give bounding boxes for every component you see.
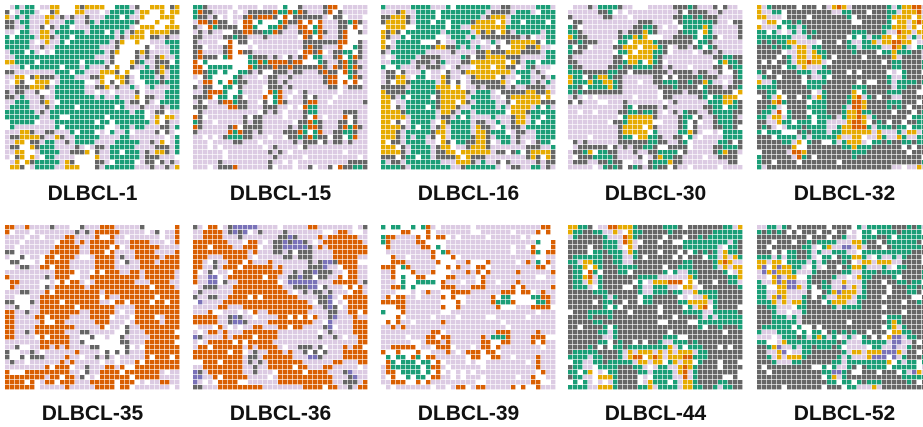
tissue-map [5, 5, 179, 169]
panel-label: DLBCL-39 [418, 402, 520, 425]
panel-label: DLBCL-36 [230, 402, 332, 425]
cell-cluster [381, 225, 555, 389]
panel-label: DLBCL-32 [794, 182, 896, 205]
tissue-map [568, 225, 742, 389]
panel-label: DLBCL-52 [794, 402, 896, 425]
panel-label: DLBCL-15 [230, 182, 332, 205]
tissue-map [5, 225, 179, 389]
panel-label: DLBCL-1 [48, 182, 138, 205]
tissue-map [193, 225, 367, 389]
tissue-map [568, 5, 742, 169]
panel-label: DLBCL-44 [605, 402, 707, 425]
tissue-map [757, 225, 923, 389]
figure: DLBCL-1 DLBCL-15 DLBCL-16 DLBCL-30 DLBCL-32 D… [0, 0, 923, 427]
cell-cluster [193, 225, 367, 389]
panel-label: DLBCL-16 [418, 182, 520, 205]
tissue-map [381, 225, 555, 389]
panel-label: DLBCL-30 [605, 182, 707, 205]
tissue-map [193, 5, 367, 169]
cell-cluster [198, 5, 357, 134]
panel-label: DLBCL-35 [42, 402, 144, 425]
tissue-map [381, 5, 555, 169]
tissue-map [757, 5, 923, 169]
